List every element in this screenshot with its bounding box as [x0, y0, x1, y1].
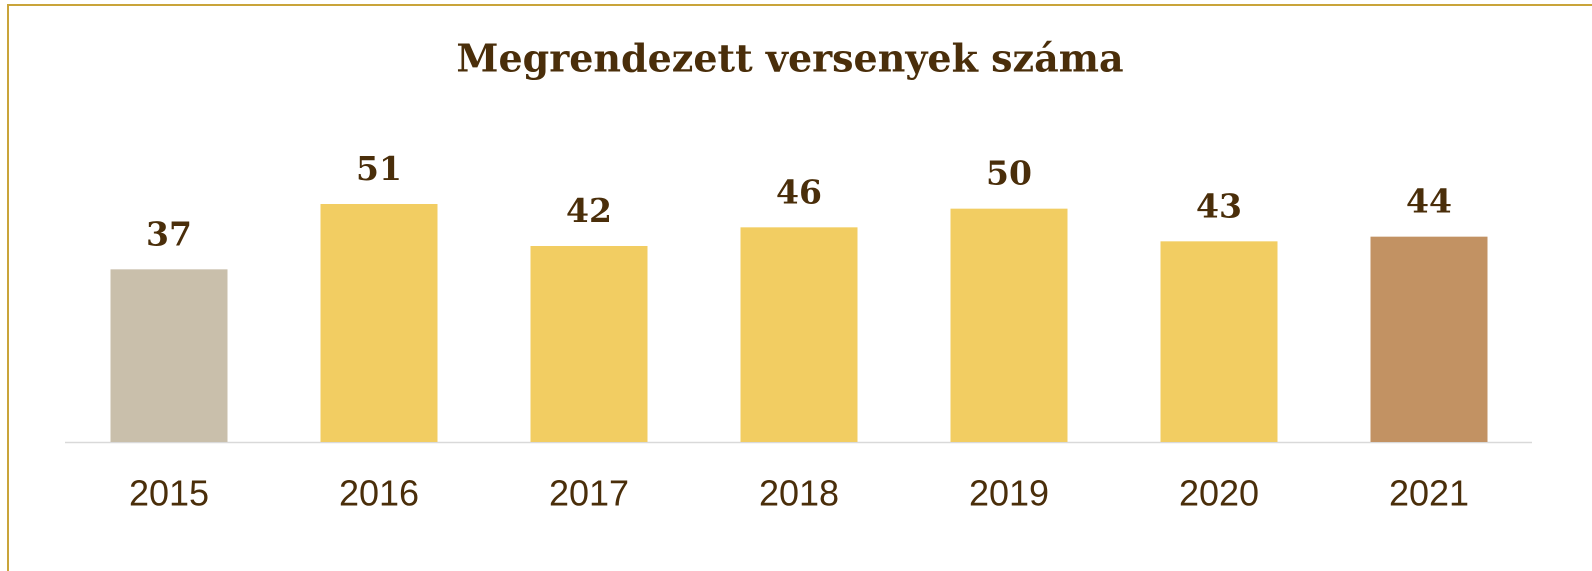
data-label: 51	[356, 149, 402, 188]
data-label: 37	[146, 214, 192, 253]
bar	[530, 246, 648, 442]
chart-title: Megrendezett versenyek száma	[456, 36, 1123, 81]
x-tick-label: 2019	[969, 473, 1049, 514]
bar	[1160, 241, 1278, 442]
chart-frame	[7, 4, 1592, 571]
x-tick-label: 2018	[759, 473, 839, 514]
bar	[1370, 236, 1488, 442]
x-tick-label: 2015	[129, 473, 209, 514]
data-label: 42	[566, 191, 612, 230]
x-tick-label: 2016	[339, 473, 419, 514]
x-tick-label: 2020	[1179, 473, 1259, 514]
data-label: 44	[1406, 182, 1452, 221]
data-label: 46	[776, 172, 822, 211]
data-label: 50	[986, 154, 1032, 193]
x-tick-label: 2017	[549, 473, 629, 514]
data-label: 43	[1196, 186, 1242, 225]
bar	[320, 204, 438, 442]
x-tick-label: 2021	[1389, 473, 1469, 514]
bar	[740, 227, 858, 442]
bar	[110, 269, 228, 442]
bar	[950, 208, 1068, 442]
